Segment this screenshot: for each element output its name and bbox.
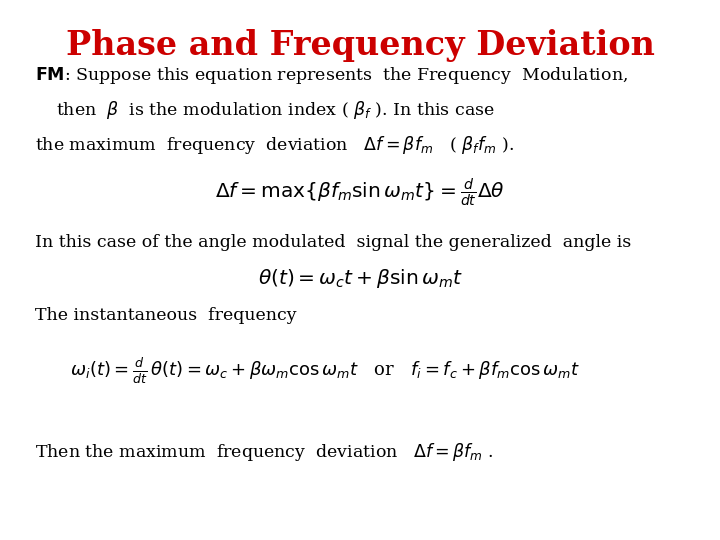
Text: $\omega_i(t) = \frac{d}{dt}\,\theta(t) = \omega_c + \beta\omega_m \cos \omega_m : $\omega_i(t) = \frac{d}{dt}\,\theta(t) =…: [71, 356, 580, 386]
Text: $\Delta f = \max\{\beta f_m \sin \omega_m t\} = \frac{d}{dt}\Delta\theta$: $\Delta f = \max\{\beta f_m \sin \omega_…: [215, 177, 505, 210]
Text: the maximum  frequency  deviation   $\Delta f = \beta f_m$   ( $\beta_f f_m$ ).: the maximum frequency deviation $\Delta …: [35, 134, 514, 156]
Text: $\mathbf{FM}$: Suppose this equation represents  the Frequency  Modulation,: $\mathbf{FM}$: Suppose this equation rep…: [35, 65, 628, 86]
Text: $\theta(t) = \omega_c t + \beta \sin \omega_m t$: $\theta(t) = \omega_c t + \beta \sin \om…: [258, 267, 462, 291]
Text: then  $\beta$  is the modulation index ( $\beta_f$ ). In this case: then $\beta$ is the modulation index ( $…: [56, 99, 495, 122]
Text: In this case of the angle modulated  signal the generalized  angle is: In this case of the angle modulated sign…: [35, 234, 631, 251]
Text: The instantaneous  frequency: The instantaneous frequency: [35, 307, 297, 323]
Text: Then the maximum  frequency  deviation   $\Delta f = \beta f_m$ .: Then the maximum frequency deviation $\D…: [35, 442, 494, 463]
Text: Phase and Frequency Deviation: Phase and Frequency Deviation: [66, 29, 654, 62]
